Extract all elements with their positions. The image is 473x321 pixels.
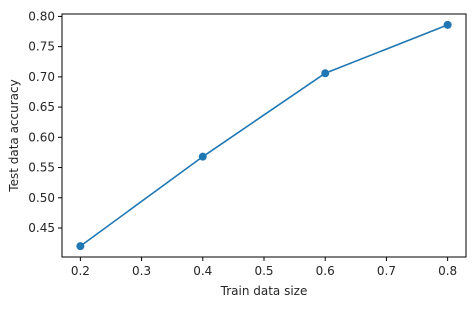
y-axis-label: Test data accuracy (7, 79, 21, 192)
y-tick-label: 0.60 (28, 130, 55, 144)
series-line (79, 24, 448, 247)
x-tick-label: 0.5 (254, 264, 273, 278)
data-point (198, 152, 207, 161)
y-tick-label: 0.80 (28, 9, 55, 23)
series-layer (76, 20, 452, 251)
y-tick-label: 0.45 (28, 221, 55, 235)
x-tick-label: 0.2 (71, 264, 90, 278)
x-tick-label: 0.7 (377, 264, 396, 278)
plot-area (61, 13, 467, 258)
data-point (76, 242, 85, 251)
x-axis-label: Train data size (220, 284, 308, 298)
y-tick-label: 0.65 (28, 100, 55, 114)
y-axis-ticks: 0.45 0.50 0.55 0.60 0.65 0.70 0.75 0.80 (28, 9, 62, 235)
x-tick-label: 0.6 (316, 264, 335, 278)
x-tick-label: 0.8 (438, 264, 457, 278)
y-tick-label: 0.50 (28, 191, 55, 205)
x-tick-label: 0.4 (193, 264, 212, 278)
y-tick-label: 0.55 (28, 161, 55, 175)
data-point (443, 20, 452, 29)
y-tick-label: 0.75 (28, 40, 55, 54)
x-tick-label: 0.3 (132, 264, 151, 278)
x-axis-ticks: 0.2 0.3 0.4 0.5 0.6 0.7 0.8 (71, 257, 457, 278)
data-point (321, 69, 330, 78)
y-tick-label: 0.70 (28, 70, 55, 84)
